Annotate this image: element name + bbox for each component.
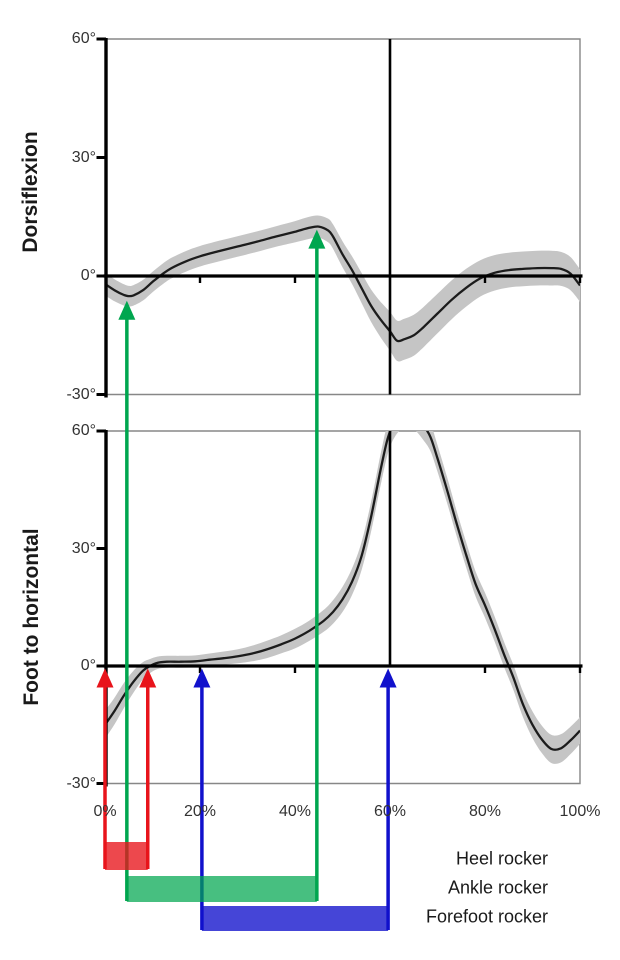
ankle-rocker-arrowhead bbox=[118, 300, 136, 320]
bottom-chart-y-tick-label: 0° bbox=[80, 657, 96, 674]
top-chart-border bbox=[105, 38, 581, 396]
heel-rocker-arrowhead bbox=[96, 668, 114, 688]
legend-label-ankle-rocker: Ankle rocker bbox=[447, 877, 548, 898]
forefoot-rocker-phase-bar bbox=[201, 906, 389, 931]
bottom-chart-y-tick-label: 30° bbox=[71, 539, 96, 557]
top-chart-y-tick-label: 60° bbox=[71, 30, 96, 47]
ankle-rocker-phase-bar bbox=[126, 876, 317, 902]
bottom-chart-y-tick-label: 60° bbox=[71, 422, 96, 439]
x-tick-label: 100% bbox=[559, 803, 601, 820]
x-tick-label: 40% bbox=[278, 803, 312, 820]
legend-label-heel-rocker: Heel rocker bbox=[455, 848, 548, 869]
forefoot-rocker-arrowhead bbox=[193, 668, 211, 688]
bottom-chart-y-tick-label: -30° bbox=[66, 774, 96, 792]
rocker-annotations bbox=[96, 229, 397, 931]
legend-label-forefoot-rocker: Forefoot rocker bbox=[425, 906, 548, 927]
bottom-chart-mean-curve bbox=[105, 431, 580, 751]
top-chart bbox=[96, 37, 583, 398]
x-tick-label: 20% bbox=[183, 803, 217, 820]
ankle-rocker-arrowhead bbox=[308, 229, 326, 249]
heel-rocker-phase-bar bbox=[105, 842, 148, 870]
bottom-chart-border bbox=[105, 430, 581, 785]
top-chart-y-tick-label: -30° bbox=[66, 385, 96, 403]
forefoot-rocker-arrowhead bbox=[379, 668, 397, 688]
bottom-chart bbox=[96, 429, 583, 787]
bottom-chart-sd-band bbox=[105, 431, 580, 764]
x-tick-label: 60% bbox=[373, 803, 407, 820]
top-chart-y-tick-label: 0° bbox=[80, 267, 96, 284]
x-tick-label: 80% bbox=[468, 803, 502, 820]
x-tick-label: 0% bbox=[93, 803, 117, 820]
top-chart-y-tick-label: 30° bbox=[71, 148, 96, 166]
top-chart-sd-band bbox=[105, 215, 580, 362]
heel-rocker-arrowhead bbox=[139, 668, 157, 688]
